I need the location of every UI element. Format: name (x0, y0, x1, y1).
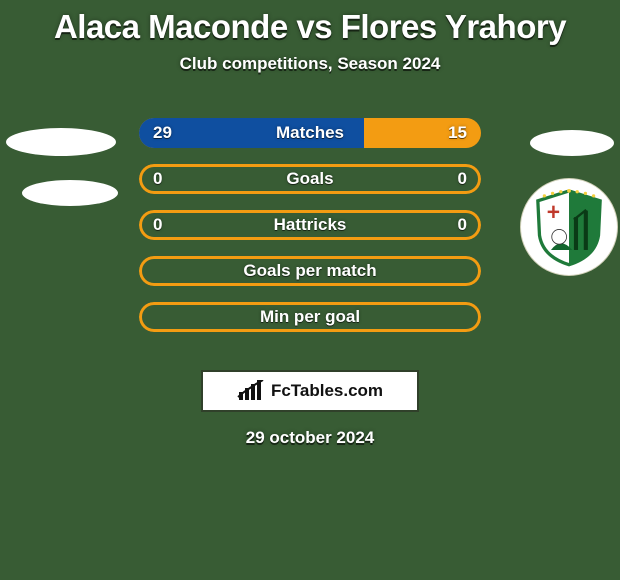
team-b-logo-2 (520, 178, 618, 276)
brand-badge: FcTables.com (201, 370, 419, 412)
stat-bars: 29 15 Matches 0 0 Goals 0 0 Hattricks Goals per m… (139, 118, 481, 332)
date-label: 29 october 2024 (0, 428, 620, 448)
subtitle: Club competitions, Season 2024 (0, 54, 620, 74)
page-title: Alaca Maconde vs Flores Yrahory (0, 8, 620, 46)
stat-row: 0 0 Hattricks (139, 210, 481, 240)
stat-value-left: 29 (153, 123, 172, 143)
team-b-logo-1 (530, 130, 614, 156)
bar-chart-icon (237, 380, 265, 402)
stat-row: Min per goal (139, 302, 481, 332)
team-a-logo-2 (22, 180, 118, 206)
stat-row: 29 15 Matches (139, 118, 481, 148)
stat-label: Matches (276, 123, 344, 143)
stat-row: Goals per match (139, 256, 481, 286)
brand-text: FcTables.com (271, 381, 383, 401)
stat-value-right: 0 (458, 169, 467, 189)
stat-value-right: 15 (448, 123, 467, 143)
stat-label: Goals per match (243, 261, 376, 281)
stat-row: 0 0 Goals (139, 164, 481, 194)
stat-value-left: 0 (153, 169, 162, 189)
shield-icon (528, 186, 610, 268)
stat-value-right: 0 (458, 215, 467, 235)
stat-label: Goals (286, 169, 333, 189)
stat-label: Hattricks (274, 215, 347, 235)
team-a-logo-1 (6, 128, 116, 156)
stat-label: Min per goal (260, 307, 360, 327)
stat-value-left: 0 (153, 215, 162, 235)
stats-area: 29 15 Matches 0 0 Goals 0 0 Hattricks Goals per m… (0, 118, 620, 358)
